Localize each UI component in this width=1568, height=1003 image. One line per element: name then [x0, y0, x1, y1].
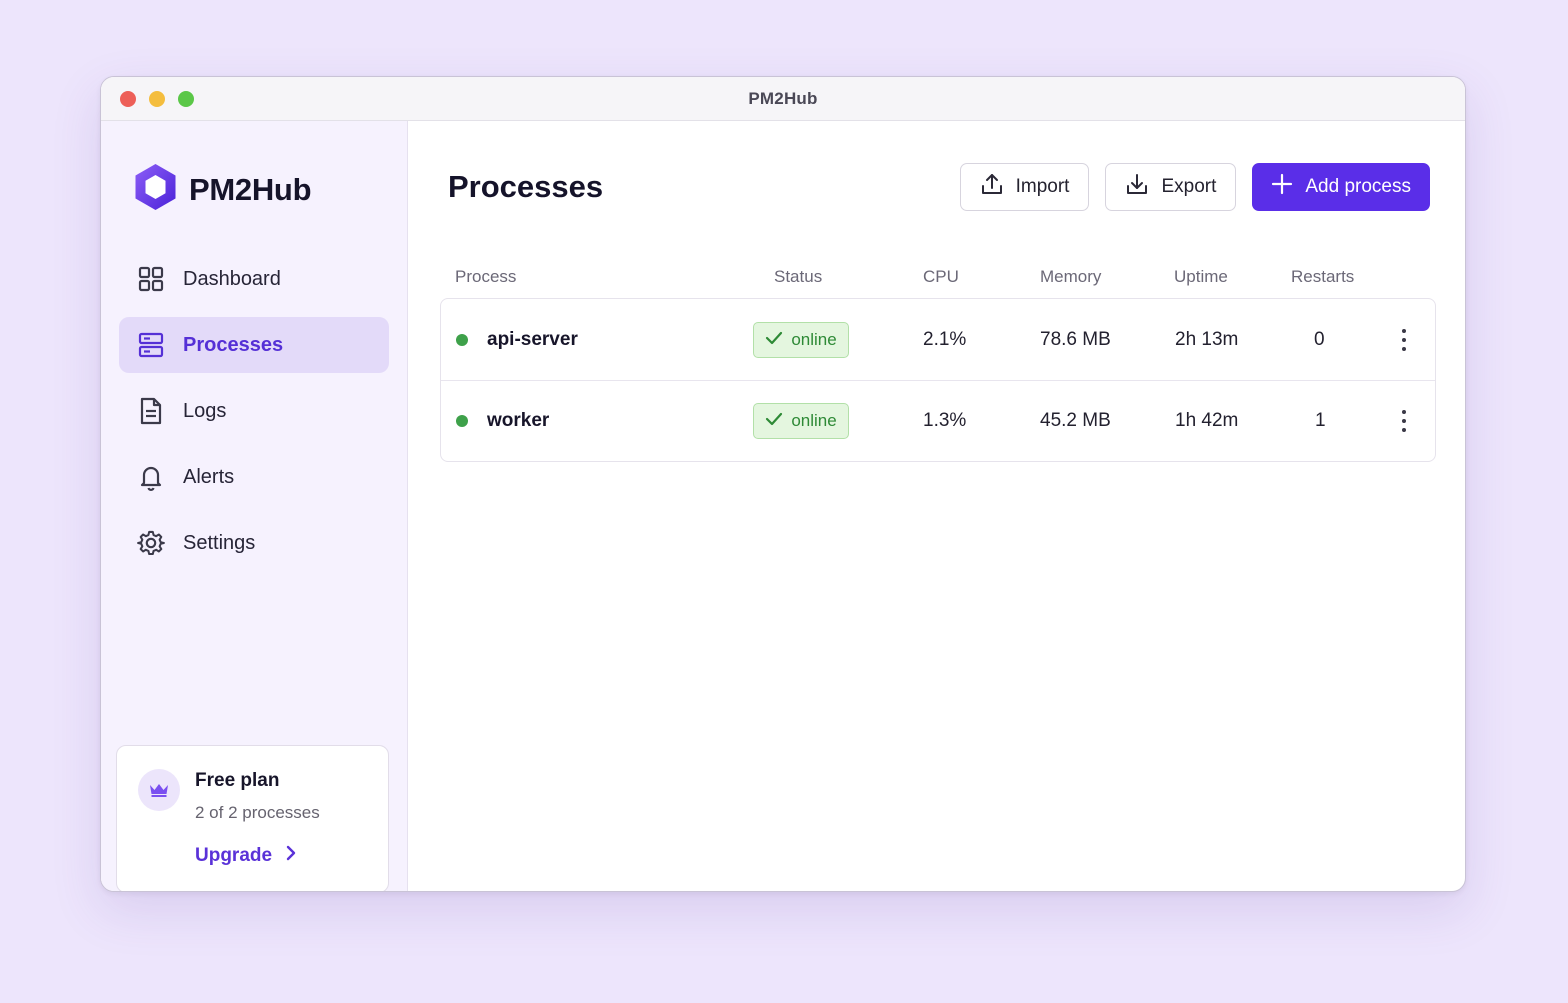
- status-label: online: [791, 411, 837, 430]
- status-badge: online: [753, 321, 849, 358]
- add-process-button[interactable]: Add process: [1252, 163, 1430, 211]
- process-name[interactable]: api-server: [487, 328, 578, 350]
- export-label: Export: [1161, 176, 1217, 197]
- more-options-icon[interactable]: [1394, 407, 1414, 435]
- title-bar: PM2Hub: [101, 77, 1465, 121]
- table-header: Process Status CPU Memory Uptime Restart…: [440, 256, 1436, 298]
- grid-icon: [137, 265, 165, 293]
- more-options-icon[interactable]: [1394, 326, 1414, 354]
- uptime-value: 2h 13m: [1175, 328, 1239, 350]
- cpu-value: 2.1%: [923, 328, 967, 350]
- sidebar-item-settings[interactable]: Settings: [119, 515, 389, 571]
- zoom-window-button[interactable]: [178, 91, 194, 107]
- column-header-restarts[interactable]: Restarts: [1291, 267, 1355, 286]
- download-icon: [1125, 172, 1149, 202]
- import-button[interactable]: Import: [959, 163, 1090, 211]
- sidebar-item-label: Settings: [183, 531, 256, 554]
- status-dot: [456, 333, 468, 346]
- crown-icon: [138, 769, 180, 811]
- upgrade-label: Upgrade: [195, 845, 273, 866]
- sidebar-nav: Dashboard Processes: [119, 251, 389, 581]
- sidebar-item-label: Dashboard: [183, 267, 281, 290]
- sidebar-item-label: Alerts: [183, 465, 235, 488]
- server-icon: [137, 331, 165, 359]
- chevron-right-icon: [286, 845, 296, 867]
- process-name[interactable]: worker: [487, 410, 550, 431]
- column-header-process[interactable]: Process: [455, 267, 517, 286]
- memory-value: 78.6 MB: [1040, 328, 1111, 350]
- toolbar: Import Export Add: [959, 163, 1430, 211]
- gear-icon: [137, 529, 165, 557]
- bell-icon: [137, 463, 165, 491]
- check-icon: [765, 411, 783, 431]
- brand[interactable]: PM2Hub: [134, 163, 312, 216]
- plan-usage: 2 of 2 processes: [195, 803, 320, 822]
- restarts-value: 1: [1315, 410, 1326, 431]
- column-header-cpu[interactable]: CPU: [923, 267, 959, 286]
- upload-icon: [980, 172, 1004, 202]
- plus-icon: [1271, 173, 1293, 201]
- check-icon: [765, 330, 783, 350]
- main-content: Processes Import Ex: [408, 121, 1465, 891]
- upgrade-link[interactable]: Upgrade: [195, 845, 296, 867]
- export-button[interactable]: Export: [1105, 163, 1237, 211]
- close-window-button[interactable]: [120, 91, 136, 107]
- uptime-value: 1h 42m: [1175, 410, 1239, 431]
- brand-name: PM2Hub: [189, 171, 312, 207]
- sidebar-item-label: Logs: [183, 399, 227, 422]
- status-label: online: [791, 329, 837, 349]
- plan-title: Free plan: [195, 770, 280, 791]
- status-dot: [456, 415, 468, 427]
- sidebar-item-processes[interactable]: Processes: [119, 317, 389, 373]
- table-body: api-server online 2.1% 78.6 MB 2h 13m 0: [440, 298, 1436, 462]
- restarts-value: 0: [1314, 328, 1325, 350]
- app-window: PM2Hub PM2Hub: [100, 76, 1466, 892]
- sidebar-item-alerts[interactable]: Alerts: [119, 449, 389, 505]
- sidebar-item-label: Processes: [183, 333, 284, 356]
- hexagon-logo-icon: [134, 163, 177, 216]
- sidebar: PM2Hub Dashboard: [101, 121, 408, 891]
- plan-card: Free plan 2 of 2 processes Upgrade: [116, 745, 389, 891]
- minimize-window-button[interactable]: [149, 91, 165, 107]
- sidebar-item-dashboard[interactable]: Dashboard: [119, 251, 389, 307]
- cpu-value: 1.3%: [923, 410, 967, 431]
- window-title: PM2Hub: [748, 88, 818, 108]
- window-controls: [120, 91, 194, 107]
- column-header-status[interactable]: Status: [774, 267, 823, 286]
- import-label: Import: [1015, 176, 1070, 197]
- column-header-memory[interactable]: Memory: [1040, 267, 1102, 286]
- add-process-label: Add process: [1305, 176, 1411, 197]
- document-icon: [137, 397, 165, 425]
- memory-value: 45.2 MB: [1040, 410, 1111, 431]
- table-row[interactable]: api-server online 2.1% 78.6 MB 2h 13m 0: [441, 299, 1435, 380]
- process-table: Process Status CPU Memory Uptime Restart…: [440, 256, 1436, 462]
- status-badge: online: [753, 403, 849, 439]
- page-title: Processes: [448, 169, 604, 204]
- sidebar-item-logs[interactable]: Logs: [119, 383, 389, 439]
- column-header-uptime[interactable]: Uptime: [1174, 267, 1228, 286]
- table-row[interactable]: worker online 1.3% 45.2 MB 1h 42m 1: [441, 380, 1435, 461]
